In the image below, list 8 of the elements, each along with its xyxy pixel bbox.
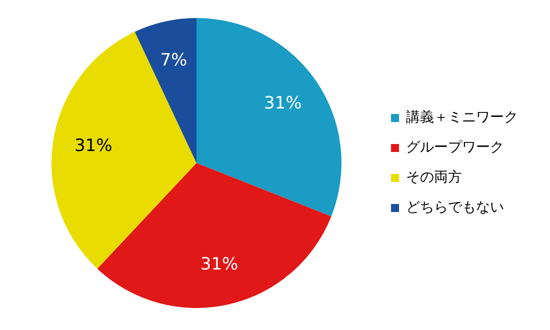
data-label: 31% bbox=[200, 254, 238, 274]
legend-label: どちらでもない bbox=[406, 200, 504, 216]
legend-label: グループワーク bbox=[406, 140, 504, 156]
legend-label: 講義＋ミニワーク bbox=[406, 110, 518, 126]
data-label: 31% bbox=[264, 94, 302, 114]
legend-label: その両方 bbox=[406, 170, 462, 186]
data-label: 31% bbox=[74, 136, 112, 156]
data-label: 7% bbox=[160, 50, 188, 71]
